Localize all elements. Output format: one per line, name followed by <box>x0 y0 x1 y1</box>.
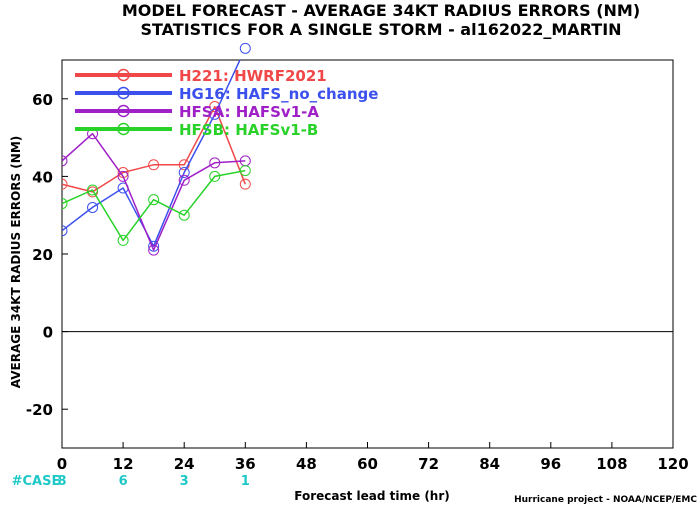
data-point-3 <box>117 170 129 182</box>
data-point-4 <box>87 184 99 196</box>
legend-marker <box>117 122 130 136</box>
x-tick-label: 96 <box>540 455 561 473</box>
data-point-3 <box>148 244 160 256</box>
x-tick-label: 48 <box>296 455 317 473</box>
case-count: 8 <box>57 474 66 489</box>
x-tick-label: 12 <box>113 455 134 473</box>
series-line-2 <box>62 60 241 247</box>
data-point-4 <box>117 234 129 246</box>
legend-label: H221: HWRF2021 <box>179 67 327 85</box>
x-tick-label: 24 <box>174 455 195 473</box>
legend-marker <box>117 68 130 82</box>
series-line-3 <box>62 132 246 251</box>
y-tick-label: -20 <box>26 401 53 419</box>
y-tick-label: 20 <box>32 246 53 264</box>
data-point-3 <box>62 155 68 167</box>
data-point-4 <box>148 194 160 206</box>
x-axis-label: Forecast lead time (hr) <box>294 489 450 503</box>
legend-marker <box>117 104 130 118</box>
data-point-4 <box>178 209 190 221</box>
data-point-4 <box>209 170 221 182</box>
data-point-1 <box>239 178 251 190</box>
data-point-2 <box>87 201 99 213</box>
case-count: 3 <box>180 474 189 489</box>
case-count: 1 <box>241 474 250 489</box>
data-point-1 <box>178 159 190 171</box>
series-line-1 <box>62 105 246 193</box>
series-line-4 <box>62 169 246 242</box>
chart-title: MODEL FORECAST - AVERAGE 34KT RADIUS ERR… <box>122 1 640 20</box>
chart-subtitle: STATISTICS FOR A SINGLE STORM - al162022… <box>140 20 621 39</box>
y-tick-label: 0 <box>43 324 53 342</box>
x-tick-label: 0 <box>57 455 67 473</box>
case-count: 6 <box>119 474 128 489</box>
x-tick-label: 108 <box>596 455 627 473</box>
data-point-3 <box>178 174 190 186</box>
data-point-1 <box>62 178 68 190</box>
legend-label: HFSB: HAFSv1-B <box>179 121 318 139</box>
data-point-2 <box>239 42 251 54</box>
data-point-1 <box>209 101 221 113</box>
data-point-2 <box>62 225 68 237</box>
legend-marker <box>117 86 130 100</box>
data-point-2 <box>178 167 190 179</box>
x-tick-label: 36 <box>235 455 256 473</box>
data-point-2 <box>148 240 160 252</box>
x-tick-label: 84 <box>479 455 500 473</box>
x-tick-label: 120 <box>657 455 688 473</box>
data-point-1 <box>148 159 160 171</box>
data-point-2 <box>209 108 221 120</box>
x-tick-label: 72 <box>418 455 439 473</box>
plot-frame <box>61 59 674 449</box>
y-axis-label: AVERAGE 34KT RADIUS ERRORS (NM) <box>9 136 23 388</box>
legend-label: HG16: HAFS_no_change <box>179 85 378 103</box>
data-point-4 <box>239 165 251 177</box>
data-point-4 <box>62 198 68 210</box>
y-tick-label: 60 <box>32 91 53 109</box>
x-tick-label: 60 <box>357 455 378 473</box>
case-label: #CASE <box>12 474 61 489</box>
credit-text: Hurricane project - NOAA/NCEP/EMC <box>514 495 697 505</box>
y-tick-label: 40 <box>32 168 53 186</box>
data-point-3 <box>209 157 221 169</box>
legend-label: HFSA: HAFSv1-A <box>179 103 319 121</box>
